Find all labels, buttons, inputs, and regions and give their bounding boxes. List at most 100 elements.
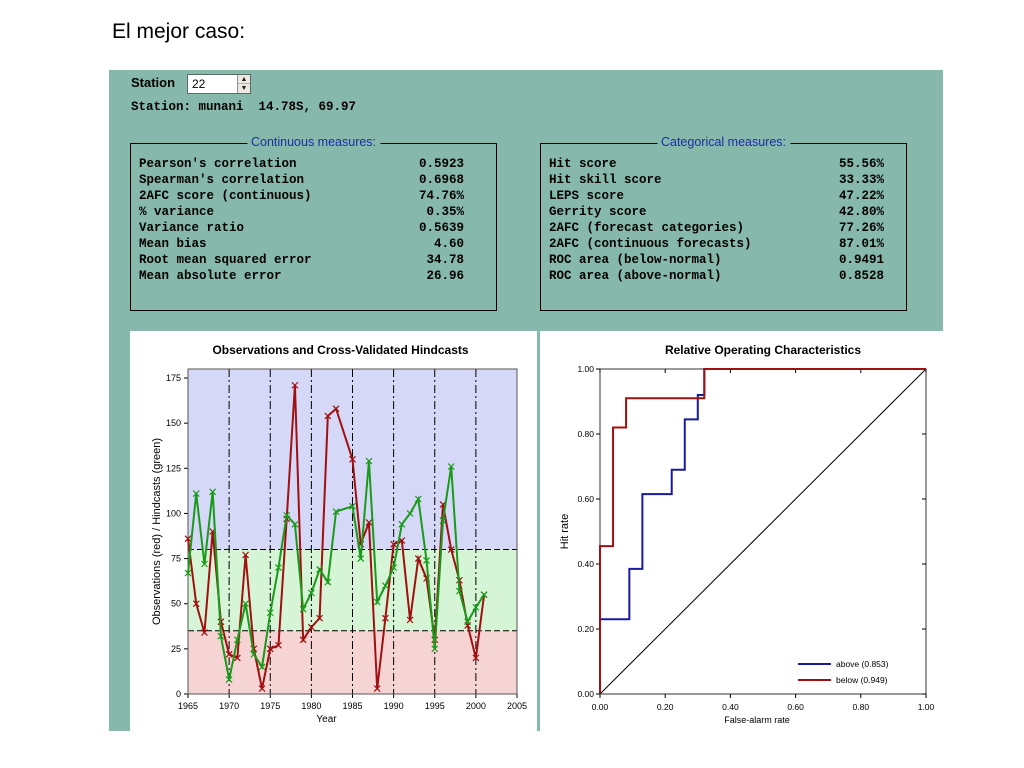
- hindcasts-point: [299, 605, 307, 613]
- diagonal-reference-line: [599, 368, 927, 695]
- hindcasts-point: [307, 589, 315, 597]
- x-tick-label: 1980: [301, 701, 321, 711]
- measure-label: Spearman's correlation: [139, 173, 305, 187]
- measure-row: Hit score 55.56%: [549, 157, 899, 173]
- x-tick-label: 1965: [178, 701, 198, 711]
- categorical-measures-box: Categorical measures: Hit score 55.56% Hit…: [540, 135, 907, 311]
- y-tick-label: 100: [166, 508, 181, 518]
- below-normal-roc-curve: [599, 368, 926, 694]
- observations-point: [258, 685, 266, 693]
- measure-row: Mean bias 4.60: [139, 237, 489, 253]
- measure-row: ROC area (above-normal) 0.8528: [549, 269, 899, 285]
- observations-point: [332, 405, 340, 413]
- x-axis-label: False-alarm rate: [724, 715, 790, 725]
- station-spinner[interactable]: 22 ▲ ▼: [187, 74, 251, 94]
- verification-panel: Station 22 ▲ ▼ Station: munani 14.78S, 6…: [109, 70, 943, 731]
- measure-row: LEPS score 47.22%: [549, 189, 899, 205]
- measure-row: Pearson's correlation 0.5923: [139, 157, 489, 173]
- observations-point: [201, 629, 208, 637]
- chart-title: Observations and Cross-Validated Hindcas…: [212, 343, 468, 357]
- hindcasts-point: [275, 564, 282, 572]
- observations-point: [291, 381, 299, 389]
- continuous-measures-title: Continuous measures:: [246, 135, 381, 149]
- observations-point: [472, 654, 480, 662]
- above-normal-roc-curve: [599, 368, 926, 694]
- measure-label: LEPS score: [549, 189, 625, 203]
- spinner-down-arrow-icon[interactable]: ▼: [240, 85, 248, 92]
- legend-label: below (0.949): [836, 675, 888, 685]
- measure-label: Root mean squared error: [139, 253, 312, 267]
- hindcast-chart-card: 1965 1970 1975 1980 1985 1990 1995 2000 2005 0 25 5…: [130, 331, 537, 731]
- x-tick-label: 1.00: [918, 702, 935, 712]
- observations-point: [192, 600, 200, 608]
- measure-label: Pearson's correlation: [139, 157, 297, 171]
- measure-label: 2AFC score (continuous): [139, 189, 312, 203]
- measure-label: Variance ratio: [139, 221, 245, 235]
- hindcasts-point: [209, 488, 217, 496]
- observations-point: [266, 645, 274, 653]
- measure-row: Variance ratio 0.5639: [139, 221, 489, 237]
- measure-label: % variance: [139, 205, 215, 219]
- x-tick-label: 0.20: [657, 702, 674, 712]
- hindcast-chart: 1965 1970 1975 1980 1985 1990 1995 2000 2005 0 25 5…: [151, 343, 527, 725]
- observations-point: [324, 412, 332, 420]
- hindcasts-point: [266, 609, 274, 617]
- measure-value: 47.22%: [838, 189, 884, 203]
- continuous-measures-box: Continuous measures: Pearson's correlati…: [130, 135, 497, 311]
- spinner-buttons: ▲ ▼: [237, 75, 250, 93]
- hindcasts-point: [217, 632, 225, 640]
- measure-value: 87.01%: [838, 237, 884, 251]
- x-tick-label: 1995: [425, 701, 445, 711]
- measure-label: Hit score: [549, 157, 617, 171]
- y-tick-label: 125: [166, 463, 181, 473]
- measure-value: 0.35%: [426, 205, 464, 219]
- measure-row: Spearman's correlation 0.6968: [139, 173, 489, 189]
- measure-row: Gerrity score 42.80%: [549, 205, 899, 221]
- x-tick-label: 0.40: [722, 702, 739, 712]
- x-tick-label: 1990: [384, 701, 404, 711]
- hindcasts-point: [406, 510, 414, 517]
- hindcasts-point: [480, 591, 488, 599]
- x-tick-label: 1975: [260, 701, 280, 711]
- y-tick-label: 0.20: [577, 624, 594, 634]
- y-tick-label: 0.00: [577, 689, 594, 699]
- measure-label: Gerrity score: [549, 205, 647, 219]
- hindcasts-point: [225, 676, 233, 683]
- spinner-up-arrow-icon[interactable]: ▲: [238, 75, 250, 84]
- measure-row: 2AFC (forecast categories) 77.26%: [549, 221, 899, 237]
- measure-row: Mean absolute error 26.96: [139, 269, 489, 285]
- measure-row: ROC area (below-normal) 0.9491: [549, 253, 899, 269]
- station-info: Station: munani 14.78S, 69.97: [131, 100, 357, 114]
- slide-title: El mejor caso:: [112, 20, 246, 43]
- observations-point: [242, 551, 249, 559]
- measure-label: ROC area (above-normal): [549, 269, 722, 283]
- hindcasts-point: [201, 560, 208, 568]
- hindcasts-point: [250, 650, 258, 658]
- y-tick-label: 150: [166, 418, 181, 428]
- measure-row: % variance 0.35%: [139, 205, 489, 221]
- measure-value: 0.5639: [418, 221, 464, 235]
- x-tick-label: 1985: [342, 701, 362, 711]
- hindcasts-point: [357, 555, 365, 563]
- measure-row: Root mean squared error 34.78: [139, 253, 489, 269]
- measure-value: 42.80%: [838, 205, 884, 219]
- hindcasts-point: [291, 520, 299, 528]
- measure-value: 77.26%: [838, 221, 884, 235]
- measure-value: 26.96: [426, 269, 464, 283]
- measure-row: 2AFC score (continuous) 74.76%: [139, 189, 489, 205]
- measure-row: 2AFC (continuous forecasts) 87.01%: [549, 237, 899, 253]
- measure-label: 2AFC (continuous forecasts): [549, 237, 752, 251]
- roc-chart: 0.00 0.20 0.40 0.60 0.80 1.00 0.00 0.20 0.40 0.60…: [559, 343, 935, 725]
- y-tick-label: 175: [166, 373, 181, 383]
- observations-point: [447, 546, 455, 553]
- x-tick-label: 0.00: [592, 702, 609, 712]
- hindcasts-point: [381, 582, 389, 590]
- hindcasts-point: [283, 511, 291, 519]
- measure-value: 0.8528: [838, 269, 884, 283]
- hindcasts-point: [447, 463, 455, 470]
- measure-value: 4.60: [433, 237, 464, 251]
- y-tick-label: 0: [176, 689, 181, 699]
- observations-point: [307, 623, 315, 631]
- station-spinner-value[interactable]: 22: [192, 77, 206, 91]
- observations-point: [275, 641, 282, 649]
